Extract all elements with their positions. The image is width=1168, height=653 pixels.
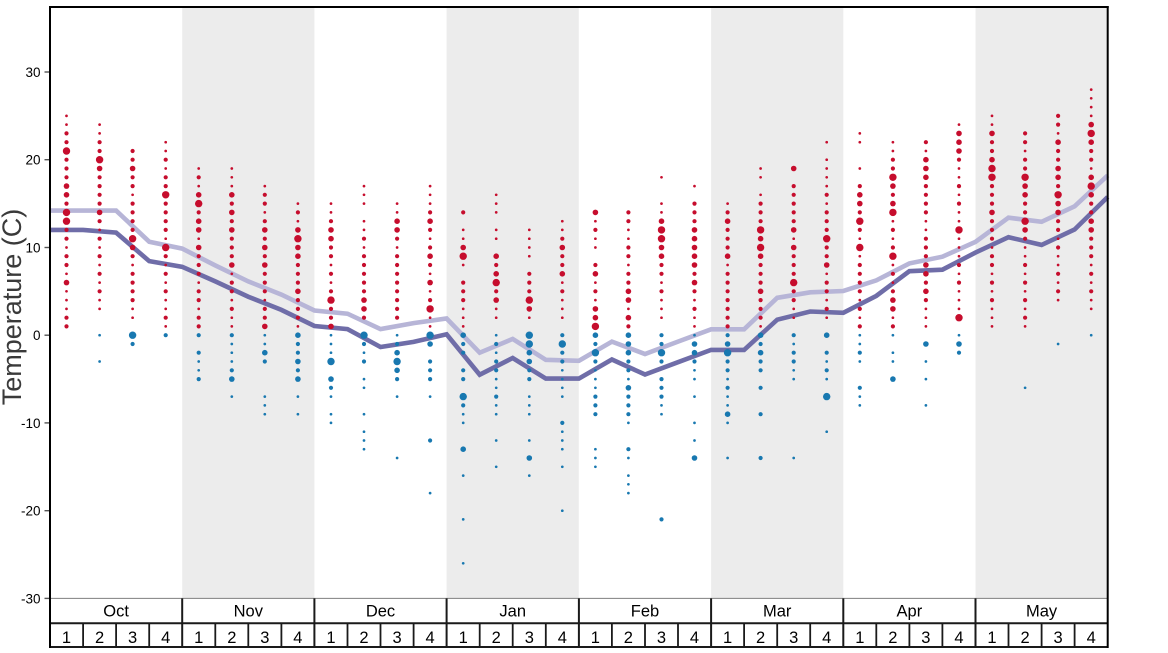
svg-text:0: 0: [33, 328, 41, 343]
svg-text:3: 3: [921, 629, 930, 647]
svg-text:3: 3: [1054, 629, 1063, 647]
svg-text:Feb: Feb: [631, 603, 659, 621]
svg-text:1: 1: [855, 629, 864, 647]
svg-text:Temperature (C): Temperature (C): [0, 209, 27, 406]
svg-text:-20: -20: [21, 504, 41, 519]
svg-text:4: 4: [558, 629, 567, 647]
svg-text:1: 1: [62, 629, 71, 647]
svg-text:Dec: Dec: [366, 603, 395, 621]
svg-text:4: 4: [954, 629, 963, 647]
svg-text:1: 1: [459, 629, 468, 647]
svg-text:-10: -10: [21, 416, 41, 431]
svg-text:30: 30: [25, 65, 40, 80]
svg-text:2: 2: [95, 629, 104, 647]
svg-text:1: 1: [591, 629, 600, 647]
svg-text:Oct: Oct: [103, 603, 129, 621]
svg-text:10: 10: [25, 241, 40, 256]
svg-text:-30: -30: [21, 591, 41, 606]
svg-text:Apr: Apr: [897, 603, 923, 621]
svg-text:4: 4: [426, 629, 435, 647]
svg-text:3: 3: [789, 629, 798, 647]
svg-text:2: 2: [227, 629, 236, 647]
svg-text:4: 4: [293, 629, 302, 647]
svg-text:3: 3: [393, 629, 402, 647]
svg-text:4: 4: [822, 629, 831, 647]
svg-text:3: 3: [128, 629, 137, 647]
svg-text:2: 2: [888, 629, 897, 647]
svg-text:Nov: Nov: [234, 603, 264, 621]
svg-text:4: 4: [1087, 629, 1096, 647]
svg-text:Jan: Jan: [499, 603, 526, 621]
svg-text:20: 20: [25, 153, 40, 168]
svg-text:2: 2: [1021, 629, 1030, 647]
svg-text:1: 1: [194, 629, 203, 647]
svg-text:3: 3: [525, 629, 534, 647]
svg-text:Mar: Mar: [763, 603, 792, 621]
svg-text:1: 1: [723, 629, 732, 647]
svg-text:2: 2: [359, 629, 368, 647]
svg-text:2: 2: [492, 629, 501, 647]
svg-text:1: 1: [326, 629, 335, 647]
svg-text:1: 1: [987, 629, 996, 647]
svg-text:2: 2: [624, 629, 633, 647]
svg-text:4: 4: [161, 629, 170, 647]
svg-text:3: 3: [260, 629, 269, 647]
svg-text:2: 2: [756, 629, 765, 647]
svg-text:4: 4: [690, 629, 699, 647]
svg-text:3: 3: [657, 629, 666, 647]
svg-text:May: May: [1026, 603, 1058, 621]
